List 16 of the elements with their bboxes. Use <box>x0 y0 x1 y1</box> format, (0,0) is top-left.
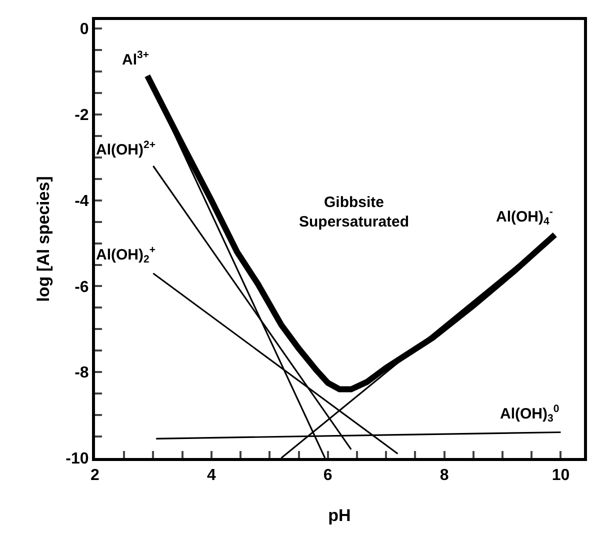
y-tick-label: -4 <box>74 192 89 210</box>
annotation: Gibbsite Supersaturated <box>299 194 410 230</box>
y-tick-label: -10 <box>66 450 89 468</box>
y-axis-title: log [Al species] <box>34 176 53 302</box>
y-tick-label: -2 <box>74 107 89 124</box>
y-tick-label: 0 <box>80 21 89 38</box>
x-tick-label: 8 <box>440 467 449 484</box>
series-label: Al(OH)$^{2+}$ <box>96 139 156 158</box>
x-tick-label: 10 <box>552 467 570 484</box>
x-tick-label: 4 <box>206 467 216 484</box>
y-tick-label: -8 <box>74 364 89 382</box>
x-tick-label: 2 <box>90 467 100 484</box>
x-axis-title: pH <box>328 506 351 525</box>
series-label: Al$^{3+}$ <box>122 49 149 68</box>
x-tick-label: 6 <box>323 467 332 484</box>
y-tick-label: -6 <box>74 278 89 296</box>
